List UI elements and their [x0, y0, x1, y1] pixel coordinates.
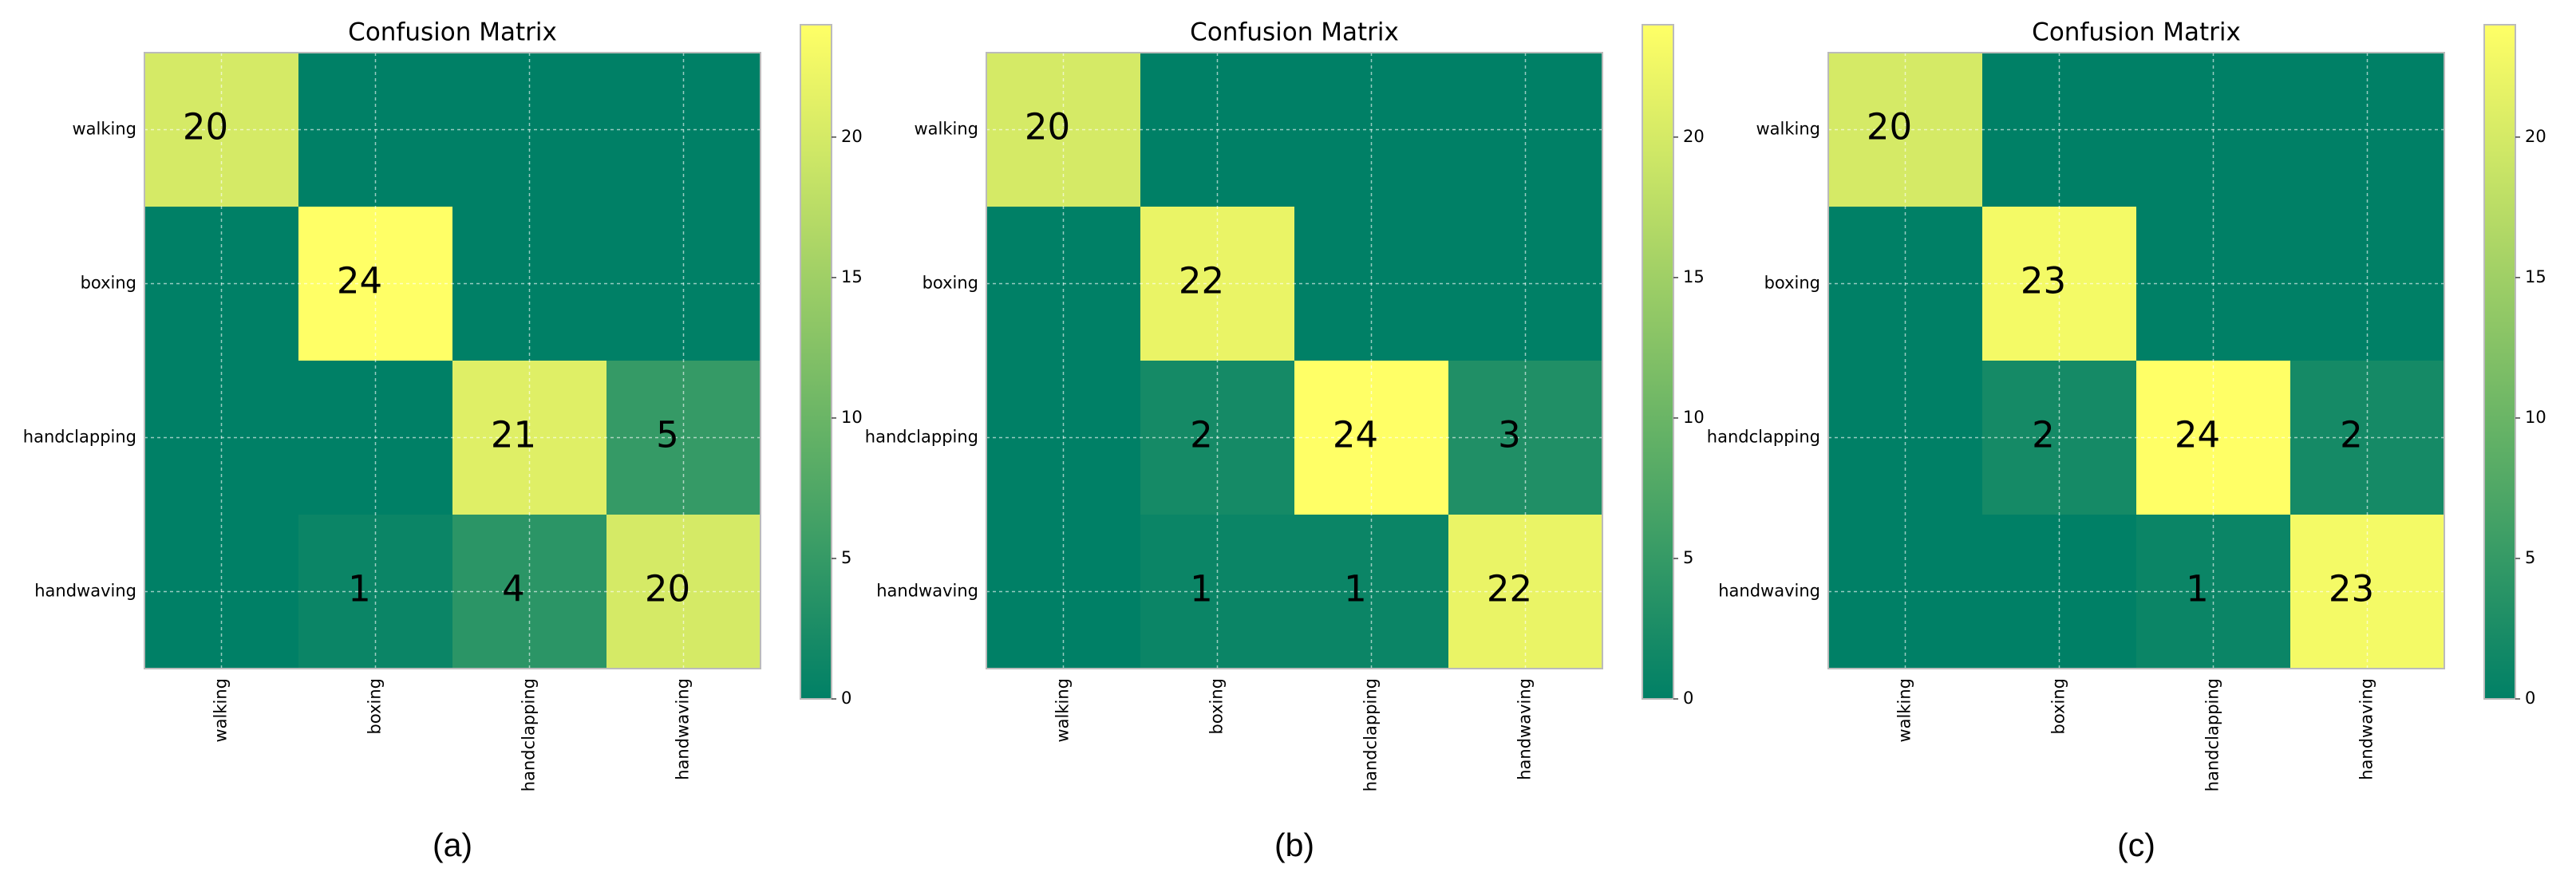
cell-label: 21	[491, 414, 536, 456]
caption: (a)	[433, 827, 472, 863]
y-tick-label: handwaving	[876, 582, 978, 601]
cell-label: 24	[1333, 414, 1378, 456]
x-tick-label: boxing	[1207, 678, 1227, 734]
cell-label: 22	[1487, 568, 1532, 610]
plot-frame	[144, 52, 761, 669]
cell-label: 20	[645, 568, 690, 610]
x-tick-label: handwaving	[674, 678, 693, 780]
caption: (b)	[1274, 827, 1314, 863]
colorbar-tick-label: 0	[2525, 689, 2535, 708]
chart-title: Confusion Matrix	[2032, 18, 2241, 47]
x-tick-label: walking	[1053, 678, 1073, 743]
y-tick-label: boxing	[923, 274, 978, 293]
cell-label: 2	[1190, 414, 1213, 456]
cell-label: 20	[1867, 106, 1912, 148]
cell-label: 1	[1190, 568, 1213, 610]
cell-label: 1	[348, 568, 371, 610]
colorbar-tick-label: 15	[1683, 267, 1705, 286]
x-tick-label: handclapping	[2203, 678, 2222, 791]
colorbar	[2483, 24, 2516, 700]
cell-label: 2	[2032, 414, 2055, 456]
cell-label: 22	[1179, 260, 1224, 302]
colorbar-tick-label: 20	[2525, 127, 2546, 146]
cell-label: 3	[1498, 414, 1521, 456]
y-tick-label: walking	[1756, 120, 1820, 139]
y-tick-label: handwaving	[34, 582, 136, 601]
colorbar-tick-label: 5	[841, 548, 851, 567]
x-tick-label: handclapping	[520, 678, 539, 791]
x-tick-label: boxing	[365, 678, 385, 734]
plot-frame	[1827, 52, 2445, 669]
colorbar-tick-label: 0	[841, 689, 851, 708]
x-tick-label: handclapping	[1361, 678, 1381, 791]
cell-label: 1	[2186, 568, 2209, 610]
colorbar-tick-label: 10	[841, 408, 863, 427]
plot-frame	[986, 52, 1603, 669]
cell-label: 20	[1025, 106, 1070, 148]
x-tick-label: boxing	[2049, 678, 2068, 734]
chart-title: Confusion Matrix	[1190, 18, 1399, 47]
chart-title: Confusion Matrix	[348, 18, 557, 47]
x-tick-label: walking	[1895, 678, 1914, 743]
cell-label: 23	[2021, 260, 2066, 302]
colorbar-tick-label: 15	[841, 267, 863, 286]
y-tick-label: handwaving	[1718, 582, 1820, 601]
cell-label: 24	[337, 260, 382, 302]
colorbar-tick-label: 20	[841, 127, 863, 146]
y-tick-label: handclapping	[865, 428, 978, 447]
y-tick-label: handclapping	[1707, 428, 1820, 447]
cell-label: 4	[502, 568, 525, 610]
y-tick-label: boxing	[81, 274, 136, 293]
caption: (c)	[2117, 827, 2155, 863]
cell-label: 2	[2340, 414, 2363, 456]
colorbar-tick-label: 20	[1683, 127, 1705, 146]
y-tick-label: handclapping	[23, 428, 136, 447]
x-tick-label: walking	[211, 678, 231, 743]
colorbar-tick-label: 0	[1683, 689, 1693, 708]
colorbar-tick-label: 5	[1683, 548, 1693, 567]
x-tick-label: handwaving	[1515, 678, 1535, 780]
y-tick-label: boxing	[1764, 274, 1820, 293]
cell-label: 5	[656, 414, 679, 456]
cell-label: 24	[2175, 414, 2220, 456]
cell-label: 1	[1344, 568, 1367, 610]
cell-label: 20	[183, 106, 228, 148]
y-tick-label: walking	[72, 120, 136, 139]
colorbar	[800, 24, 832, 700]
colorbar-tick-label: 15	[2525, 267, 2546, 286]
colorbar-tick-label: 10	[2525, 408, 2546, 427]
colorbar-tick-label: 10	[1683, 408, 1705, 427]
colorbar-tick-label: 5	[2525, 548, 2535, 567]
y-tick-label: walking	[914, 120, 978, 139]
cell-label: 23	[2329, 568, 2374, 610]
x-tick-label: handwaving	[2357, 678, 2376, 780]
colorbar	[1642, 24, 1674, 700]
